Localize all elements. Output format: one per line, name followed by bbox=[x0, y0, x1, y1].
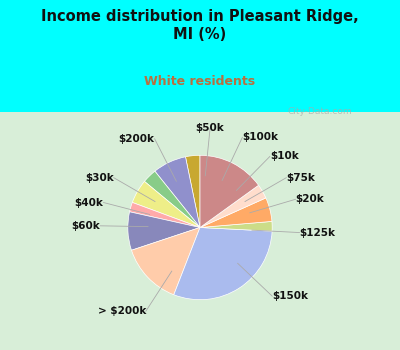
Text: $60k: $60k bbox=[72, 221, 100, 231]
Wedge shape bbox=[200, 198, 272, 228]
Wedge shape bbox=[130, 202, 200, 228]
Text: $10k: $10k bbox=[270, 152, 298, 161]
Wedge shape bbox=[132, 228, 200, 295]
Text: White residents: White residents bbox=[144, 75, 256, 88]
Wedge shape bbox=[174, 228, 272, 300]
Text: City-Data.com: City-Data.com bbox=[288, 107, 353, 116]
Wedge shape bbox=[200, 222, 272, 231]
Wedge shape bbox=[186, 155, 200, 228]
Text: Income distribution in Pleasant Ridge,
MI (%): Income distribution in Pleasant Ridge, M… bbox=[41, 9, 359, 42]
Text: $125k: $125k bbox=[300, 228, 336, 238]
Text: $200k: $200k bbox=[119, 134, 155, 144]
Text: $20k: $20k bbox=[296, 194, 324, 204]
Text: $50k: $50k bbox=[196, 124, 224, 133]
Wedge shape bbox=[200, 155, 258, 228]
Wedge shape bbox=[132, 181, 200, 228]
Wedge shape bbox=[155, 157, 200, 228]
Text: $40k: $40k bbox=[75, 197, 104, 208]
Wedge shape bbox=[128, 212, 200, 250]
Text: $30k: $30k bbox=[85, 173, 114, 183]
Wedge shape bbox=[144, 171, 200, 228]
Text: $75k: $75k bbox=[286, 173, 315, 183]
Text: > $200k: > $200k bbox=[98, 306, 146, 316]
Wedge shape bbox=[200, 185, 266, 228]
Text: $100k: $100k bbox=[242, 132, 278, 142]
Text: $150k: $150k bbox=[272, 291, 308, 301]
